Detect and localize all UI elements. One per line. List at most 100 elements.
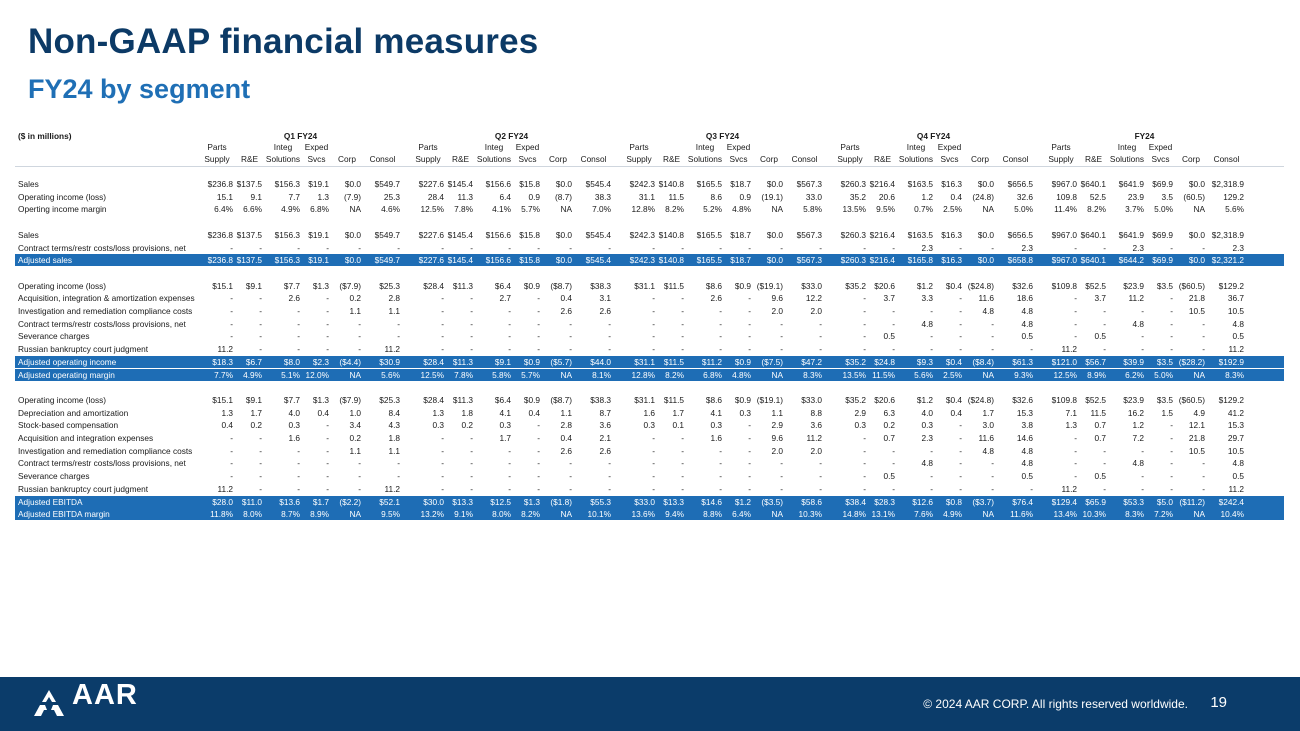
table-cell: - xyxy=(1103,445,1106,456)
table-row: Russian bankruptcy court judgment 11.2 - - -… xyxy=(15,343,1284,355)
table-cell: - xyxy=(681,471,684,482)
table-cell: - xyxy=(863,344,866,355)
table-cell: $3.5 xyxy=(1156,356,1173,367)
table-cell: - xyxy=(608,331,611,342)
table-cell: 8.2% xyxy=(521,509,540,520)
table-cell: - xyxy=(259,344,262,355)
table-cell: - xyxy=(1074,471,1077,482)
table-cell: - xyxy=(470,331,473,342)
column-header: Parts xyxy=(1051,142,1071,152)
table-cell: - xyxy=(959,318,962,329)
table-cell: - xyxy=(508,331,511,342)
table-cell: - xyxy=(863,458,866,469)
table-cell: 4.8 xyxy=(1232,318,1244,329)
table-cell: $8.6 xyxy=(705,280,722,291)
table-cell: - xyxy=(1103,318,1106,329)
row-label: Operating income (loss) xyxy=(18,280,107,291)
table-cell: (60.5) xyxy=(1183,191,1205,202)
table-cell: $967.0 xyxy=(1051,229,1077,240)
table-cell: - xyxy=(1202,458,1205,469)
table-cell: $549.7 xyxy=(374,255,400,266)
table-cell: 10.3% xyxy=(1082,509,1106,520)
table-cell: NA xyxy=(349,509,361,520)
table-cell: - xyxy=(959,483,962,494)
table-cell: - xyxy=(892,318,895,329)
table-cell: NA xyxy=(1193,369,1205,380)
table-cell: $0.9 xyxy=(734,394,751,405)
table-cell: 4.9 xyxy=(1193,407,1205,418)
table-cell: 4.8 xyxy=(921,458,933,469)
table-cell: $0.9 xyxy=(734,280,751,291)
table-cell: 2.8 xyxy=(560,420,572,431)
table-cell: - xyxy=(748,242,751,253)
column-header: Consol xyxy=(1213,154,1240,164)
table-cell: - xyxy=(259,483,262,494)
table-cell: 8.9% xyxy=(310,509,329,520)
column-header: Exped xyxy=(1148,142,1173,152)
table-cell: $28.4 xyxy=(423,280,444,291)
table-cell: - xyxy=(259,471,262,482)
table-cell: ($7.9) xyxy=(339,280,361,291)
table-cell: $156.3 xyxy=(274,229,300,240)
table-cell: - xyxy=(297,445,300,456)
table-cell: - xyxy=(441,483,444,494)
table-cell: $0.0 xyxy=(977,179,994,189)
table-cell: 8.0% xyxy=(492,509,511,520)
table-cell: - xyxy=(652,433,655,443)
table-cell: - xyxy=(326,458,329,469)
table-cell: 21.8 xyxy=(1188,293,1205,304)
table-cell: $47.2 xyxy=(801,356,822,367)
table-cell: $242.4 xyxy=(1218,496,1244,507)
table-cell: 4.1 xyxy=(710,407,722,418)
table-cell: $20.6 xyxy=(874,394,895,405)
table-cell: 8.6 xyxy=(710,191,722,202)
table-cell: - xyxy=(1141,471,1144,482)
table-cell: $9.3 xyxy=(916,356,933,367)
table-cell: NA xyxy=(771,204,783,215)
table-cell: - xyxy=(537,242,540,253)
table-cell: - xyxy=(470,318,473,329)
table-cell: - xyxy=(326,483,329,494)
table-cell: ($19.1) xyxy=(756,280,783,291)
table-cell: - xyxy=(780,331,783,342)
table-cell: $640.1 xyxy=(1080,255,1106,266)
table-cell: - xyxy=(652,306,655,316)
table-cell: $0.0 xyxy=(344,229,361,240)
table-cell: - xyxy=(608,318,611,329)
table-cell: - xyxy=(230,471,233,482)
table-cell: - xyxy=(397,458,400,469)
table-cell: 0.2 xyxy=(461,420,473,431)
table-cell: $140.8 xyxy=(658,229,684,240)
table-cell: $6.4 xyxy=(494,280,511,291)
table-cell: - xyxy=(537,293,540,304)
table-cell: 33.0 xyxy=(805,191,822,202)
table-cell: 2.6 xyxy=(560,445,572,456)
table-cell: - xyxy=(1202,344,1205,355)
table-cell: - xyxy=(681,445,684,456)
table-cell: $11.0 xyxy=(241,496,262,507)
table-cell: - xyxy=(326,242,329,253)
highlight-row: Adjusted operating margin 7.7% 4.9% 5.1% 12.… xyxy=(15,368,1284,381)
table-cell: NA xyxy=(982,369,994,380)
table-cell: - xyxy=(259,242,262,253)
table-cell: - xyxy=(1141,445,1144,456)
table-cell: 2.9 xyxy=(854,407,866,418)
table-cell: $1.3 xyxy=(312,394,329,405)
table-cell: - xyxy=(297,344,300,355)
table-cell: 9.6 xyxy=(771,433,783,443)
column-header: Solutions xyxy=(265,154,301,164)
table-cell: - xyxy=(569,483,572,494)
table-cell: - xyxy=(470,306,473,316)
table-cell: 8.7 xyxy=(599,407,611,418)
table-cell: - xyxy=(991,242,994,253)
table-cell: 0.5 xyxy=(883,331,895,342)
table-cell: $12.6 xyxy=(912,496,933,507)
table-cell: 12.5% xyxy=(420,369,444,380)
table-cell: - xyxy=(780,483,783,494)
table-cell: ($7.9) xyxy=(339,394,361,405)
table-cell: 129.2 xyxy=(1223,191,1244,202)
table-cell: - xyxy=(863,242,866,253)
table-cell: 10.5 xyxy=(1227,445,1244,456)
table-cell: $31.1 xyxy=(634,280,655,291)
table-cell: $18.3 xyxy=(212,356,233,367)
